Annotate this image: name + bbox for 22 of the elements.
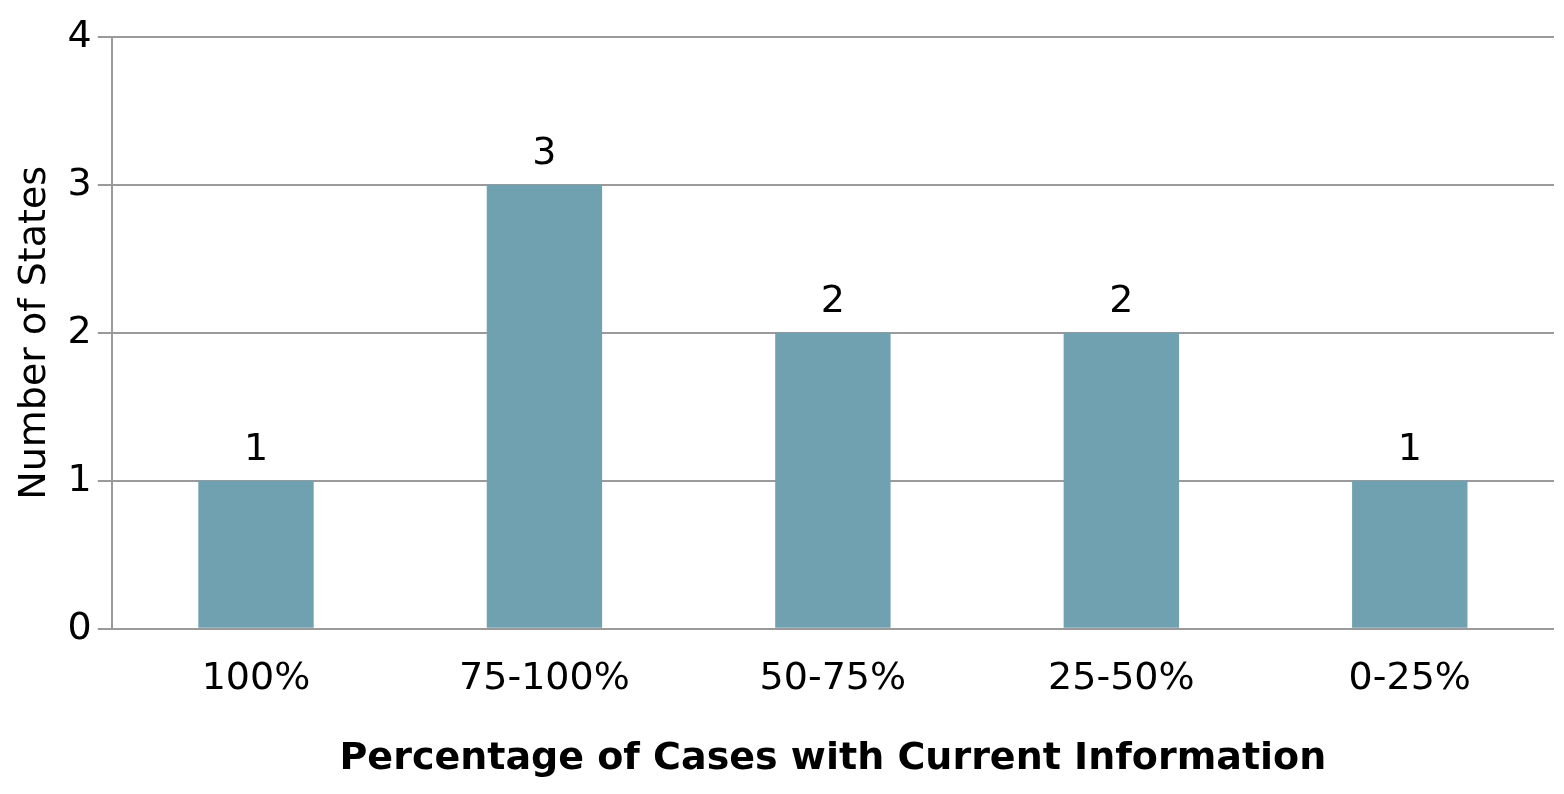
y-tick-label: 3	[67, 159, 92, 204]
x-tick-label: 0-25%	[1348, 654, 1471, 699]
data-label: 1	[243, 424, 269, 469]
data-label: 1	[1397, 424, 1422, 469]
x-tick-label: 25-50%	[1048, 654, 1195, 699]
data-label: 3	[532, 128, 557, 173]
bar	[198, 480, 314, 628]
y-tick-label: 2	[67, 307, 92, 352]
y-tick-label: 0	[67, 603, 92, 648]
y-tick-label: 1	[67, 455, 92, 500]
bar	[1063, 332, 1180, 628]
x-axis-title: Percentage of Cases with Current Information	[339, 734, 1327, 779]
x-tick-label: 75-100%	[459, 654, 630, 699]
bar	[486, 184, 603, 628]
bar	[775, 332, 891, 628]
y-axis-title: Number of States	[9, 165, 54, 500]
data-label: 2	[1109, 276, 1134, 321]
x-tick-label: 100%	[201, 654, 311, 699]
x-tick-label: 50-75%	[759, 654, 907, 699]
bar	[1352, 480, 1468, 628]
data-label: 2	[820, 276, 845, 321]
y-tick-label: 4	[67, 11, 92, 56]
